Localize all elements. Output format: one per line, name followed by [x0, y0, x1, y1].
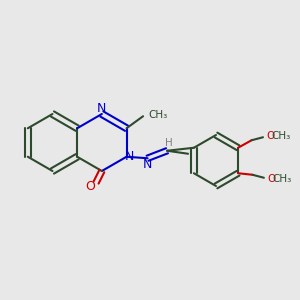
- Text: CH₃: CH₃: [148, 110, 168, 120]
- Text: N: N: [143, 158, 152, 171]
- Text: O: O: [266, 131, 274, 141]
- Text: CH₃: CH₃: [272, 131, 291, 141]
- Text: O: O: [85, 180, 95, 194]
- Text: N: N: [97, 102, 106, 115]
- Text: CH₃: CH₃: [272, 174, 292, 184]
- Text: O: O: [267, 174, 275, 184]
- Text: N: N: [125, 150, 134, 163]
- Text: H: H: [165, 138, 172, 148]
